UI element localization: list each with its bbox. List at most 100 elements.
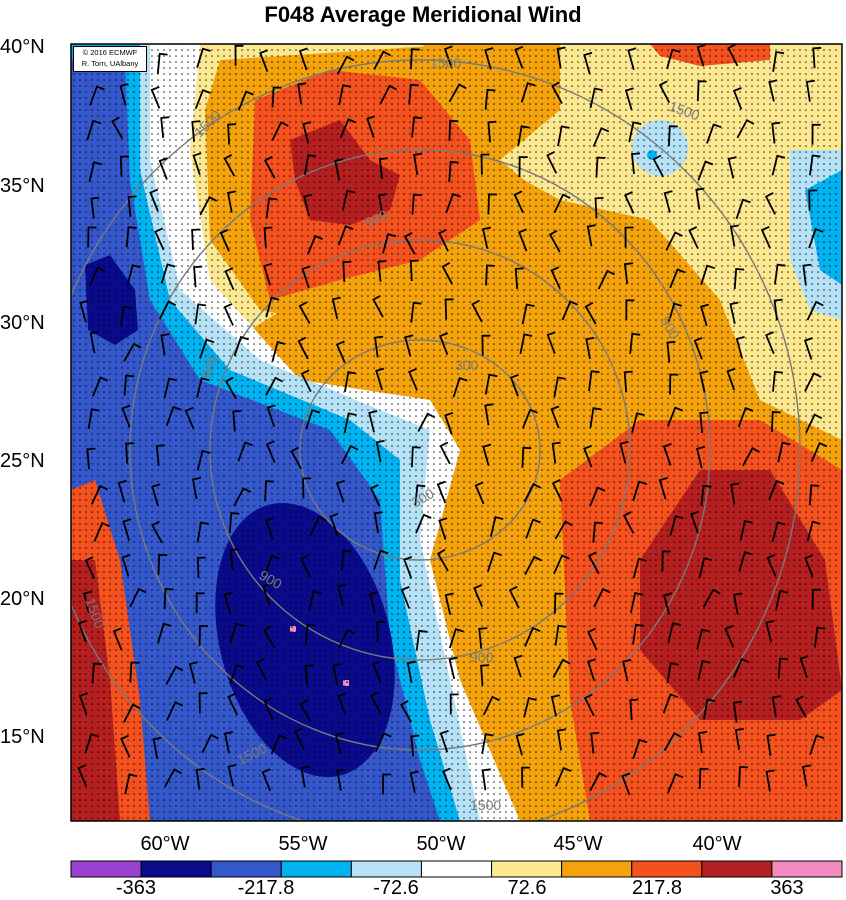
wind-barb xyxy=(666,662,679,684)
wind-barb xyxy=(487,120,497,143)
wind-barb xyxy=(523,697,537,718)
wind-barb xyxy=(484,47,494,70)
wind-barb xyxy=(592,127,610,148)
wind-barb xyxy=(263,625,276,649)
wind-barb xyxy=(486,551,502,572)
wind-barb xyxy=(233,487,252,507)
wind-barb xyxy=(474,481,485,505)
wind-barb xyxy=(632,738,648,760)
wind-barb xyxy=(624,226,634,248)
wind-barb xyxy=(484,88,496,110)
wind-barb xyxy=(524,626,541,647)
wind-barb xyxy=(583,693,595,717)
wind-barb xyxy=(408,367,418,391)
wind-barb xyxy=(415,513,432,534)
wind-barb xyxy=(157,622,172,644)
wind-barb xyxy=(297,82,307,105)
wind-barb xyxy=(378,157,388,180)
wind-barb xyxy=(264,480,274,502)
wind-barb xyxy=(517,125,530,147)
wind-barb xyxy=(738,766,749,787)
wind-barb xyxy=(523,482,542,503)
wind-barb xyxy=(589,771,608,792)
wind-barb xyxy=(266,404,276,427)
wind-barb xyxy=(160,263,176,284)
wind-barb xyxy=(199,195,218,216)
wind-barb xyxy=(812,46,822,69)
wind-barb xyxy=(484,373,498,395)
wind-barb xyxy=(589,407,602,429)
wind-barb xyxy=(399,700,412,723)
wind-barb xyxy=(480,664,490,686)
wind-barb xyxy=(337,583,347,606)
wind-barb xyxy=(191,477,202,500)
wind-barb xyxy=(548,229,561,253)
wind-barb xyxy=(583,444,593,468)
wind-barb xyxy=(417,412,436,432)
wind-barb xyxy=(631,412,645,433)
wind-barb xyxy=(334,158,344,181)
wind-barb xyxy=(478,627,488,649)
wind-barb xyxy=(804,372,822,392)
lat-label: 35°N xyxy=(0,175,45,197)
wind-barb xyxy=(808,228,824,249)
wind-barb xyxy=(583,51,593,75)
wind-barb xyxy=(811,588,821,610)
wind-barb xyxy=(301,265,311,289)
wind-barb xyxy=(662,592,673,615)
colorbar-swatch xyxy=(210,860,282,878)
wind-barb xyxy=(152,736,162,760)
wind-barb xyxy=(194,303,207,325)
wind-barb xyxy=(157,553,168,575)
wind-barb xyxy=(735,198,751,220)
wind-barb xyxy=(339,118,357,139)
wind-barb xyxy=(732,657,750,678)
wind-barb xyxy=(623,370,633,393)
wind-barb xyxy=(329,512,339,536)
wind-barb xyxy=(448,656,458,680)
wind-barb xyxy=(584,301,597,325)
wind-barb xyxy=(514,267,524,289)
wind-barb xyxy=(411,116,423,138)
wind-barb xyxy=(448,627,464,649)
wind-barb xyxy=(224,731,234,754)
wind-barb xyxy=(403,232,416,255)
contour-label: 300 xyxy=(455,357,479,373)
wind-barb xyxy=(554,624,567,646)
wind-barb xyxy=(588,370,600,392)
wind-barb xyxy=(518,156,528,178)
colorbar-swatch xyxy=(420,860,493,878)
wind-barb xyxy=(700,484,712,506)
wind-barb xyxy=(768,79,778,102)
wind-barb xyxy=(366,115,376,138)
wind-barb xyxy=(739,519,753,541)
wind-barb xyxy=(625,299,635,321)
wind-barb xyxy=(297,336,309,360)
wind-barb xyxy=(89,85,105,106)
wind-barb xyxy=(120,734,131,758)
wind-barb xyxy=(121,404,131,428)
wind-barb xyxy=(342,189,356,211)
wind-barb xyxy=(521,303,535,325)
colorbar-label: 217.8 xyxy=(631,877,683,899)
wind-barb xyxy=(337,692,347,716)
wind-barb xyxy=(90,484,108,505)
wind-barb xyxy=(632,480,648,502)
wind-barb xyxy=(697,160,714,181)
wind-barb xyxy=(88,266,106,287)
wind-barb xyxy=(375,439,385,463)
wind-barb xyxy=(811,123,821,145)
colorbar-label: 72.6 xyxy=(507,877,547,899)
wind-barb xyxy=(737,406,754,428)
wind-barb xyxy=(765,769,775,792)
wind-barb xyxy=(449,693,459,715)
wind-barb xyxy=(766,553,777,577)
wind-barb xyxy=(300,369,312,393)
wind-barb xyxy=(293,727,305,751)
wind-barb xyxy=(119,155,129,177)
wind-barb xyxy=(196,521,209,543)
wind-barb xyxy=(554,520,573,540)
wind-barb xyxy=(338,84,352,106)
wind-barb xyxy=(439,441,451,465)
wind-barb xyxy=(199,338,215,359)
